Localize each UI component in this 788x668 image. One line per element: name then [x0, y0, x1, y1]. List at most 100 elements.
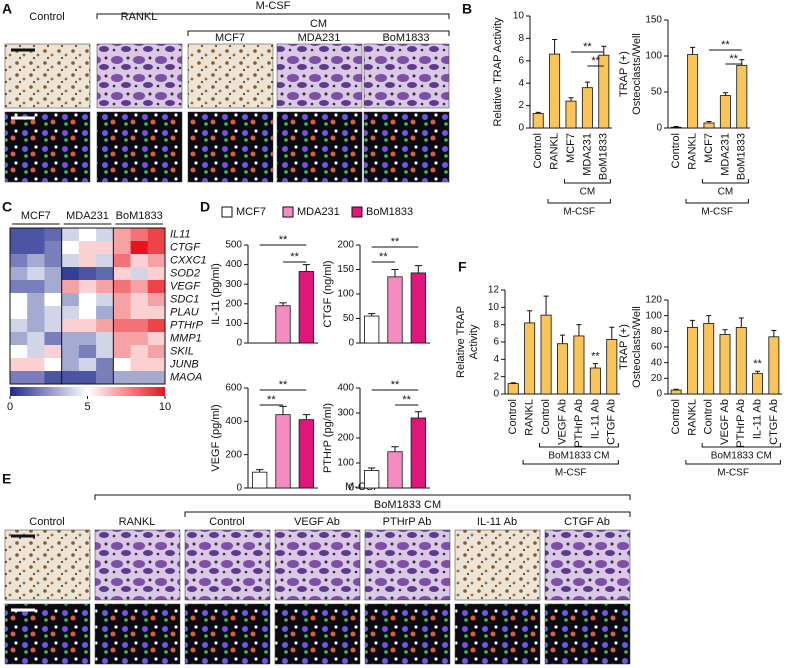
x-tick-label: PTHrP Ab	[573, 399, 585, 448]
group-label: BoM1833 CM	[548, 451, 609, 462]
bar	[540, 314, 552, 395]
heatmap-cell	[27, 306, 45, 320]
bar	[687, 54, 699, 129]
error-bar	[673, 388, 679, 391]
heatmap-cell	[147, 371, 166, 385]
x-tick-label: RANKL	[686, 399, 698, 436]
y-tick-label: 400	[225, 416, 242, 427]
y-axis-label: Activity	[468, 324, 480, 359]
legend-swatch	[351, 206, 363, 218]
y-axis-label: VEGF (pg/ml)	[210, 404, 222, 471]
heatmap-cell	[78, 371, 97, 385]
x-tick-label: PTHrP Ab	[735, 399, 747, 448]
bar	[275, 305, 291, 344]
heatmap-cell	[61, 319, 80, 333]
micrograph	[96, 43, 183, 109]
micrograph	[187, 111, 274, 183]
y-tick-label: 100	[645, 51, 662, 62]
y-tick-label: 100	[645, 310, 662, 321]
significance: **	[379, 251, 388, 263]
y-tick-label: 100	[337, 289, 354, 300]
heatmap-cell	[44, 293, 62, 307]
significance: **	[267, 394, 276, 406]
micrograph	[184, 529, 271, 601]
error-bar	[722, 92, 728, 96]
heatmap-cell	[44, 267, 62, 281]
heatmap-group: MDA231	[66, 210, 109, 222]
heatmap-cell	[44, 228, 62, 242]
heatmap-cell	[44, 280, 62, 294]
bar	[532, 113, 544, 129]
heatmap-cell	[27, 280, 45, 294]
x-tick-label: CTGF Ab	[768, 399, 780, 445]
error-bar	[302, 264, 310, 272]
heatmap-cell	[78, 332, 97, 346]
column-label: MCF7	[215, 32, 245, 44]
x-tick-label: Control	[532, 133, 544, 168]
colorbar-label: 10	[159, 401, 171, 413]
heatmap-cell	[113, 293, 131, 307]
bar	[703, 122, 715, 129]
bar	[275, 414, 291, 489]
heatmap-cell	[27, 293, 45, 307]
heatmap-cell	[96, 293, 114, 307]
micrograph	[274, 603, 361, 665]
error-bar	[576, 324, 582, 336]
heatmap-cell	[113, 254, 131, 268]
bar	[589, 367, 601, 395]
header-bracket	[187, 30, 450, 36]
x-tick-label: VEGF Ab	[719, 399, 731, 445]
heatmap-border	[9, 227, 166, 385]
y-tick-label: 6	[493, 337, 499, 348]
heatmap-cell	[27, 228, 45, 242]
error-bar	[552, 39, 558, 55]
y-tick-label: 50	[343, 313, 355, 324]
x-tick-label: CTGF Ab	[606, 399, 618, 445]
header-label: M-CSF	[256, 0, 291, 12]
error-bar	[673, 126, 679, 128]
bar	[298, 271, 314, 344]
y-tick-label: 0	[236, 483, 242, 494]
group-label: M-CSF	[555, 468, 587, 479]
heatmap-cell	[130, 358, 149, 372]
heatmap-cell	[27, 371, 45, 385]
bar	[736, 64, 748, 129]
column-label: CTGF Ab	[564, 516, 610, 528]
heatmap-cell	[96, 345, 114, 359]
heatmap-cell	[61, 267, 80, 281]
heatmap-cell	[130, 280, 149, 294]
heatmap-cell	[27, 267, 45, 281]
heatmap-cell	[78, 228, 97, 242]
heatmap-cell	[10, 228, 28, 242]
significance: **	[391, 379, 400, 391]
column-label: MDA231	[298, 32, 341, 44]
y-tick-label: 10	[488, 302, 500, 313]
gene-label: MMP1	[170, 332, 202, 344]
error-bar	[279, 405, 287, 415]
micrograph	[4, 111, 91, 183]
y-tick-label: 0	[236, 338, 242, 349]
heatmap-cell	[61, 332, 80, 346]
heatmap-cell	[44, 319, 62, 333]
bar	[606, 338, 618, 395]
bar	[507, 383, 519, 395]
y-tick-label: 0	[493, 389, 499, 400]
error-bar	[706, 121, 712, 123]
header-label: CM	[310, 18, 327, 30]
micrograph	[187, 43, 274, 109]
heatmap-cell	[78, 254, 97, 268]
micrograph	[4, 529, 91, 601]
gene-label: CXXC1	[170, 254, 207, 266]
micrograph	[184, 603, 271, 665]
group-label: BoM1833 CM	[711, 451, 772, 462]
heatmap-cell	[96, 280, 114, 294]
error-bar	[391, 446, 399, 452]
y-tick-label: 120	[645, 295, 662, 306]
heatmap-cell	[44, 306, 62, 320]
header-label: BoM1833 CM	[374, 499, 441, 511]
heatmap-cell	[147, 280, 166, 294]
heatmap-cell	[113, 332, 131, 346]
bar	[573, 335, 585, 395]
group-bracket	[563, 179, 611, 184]
y-tick-label: 200	[337, 433, 354, 444]
